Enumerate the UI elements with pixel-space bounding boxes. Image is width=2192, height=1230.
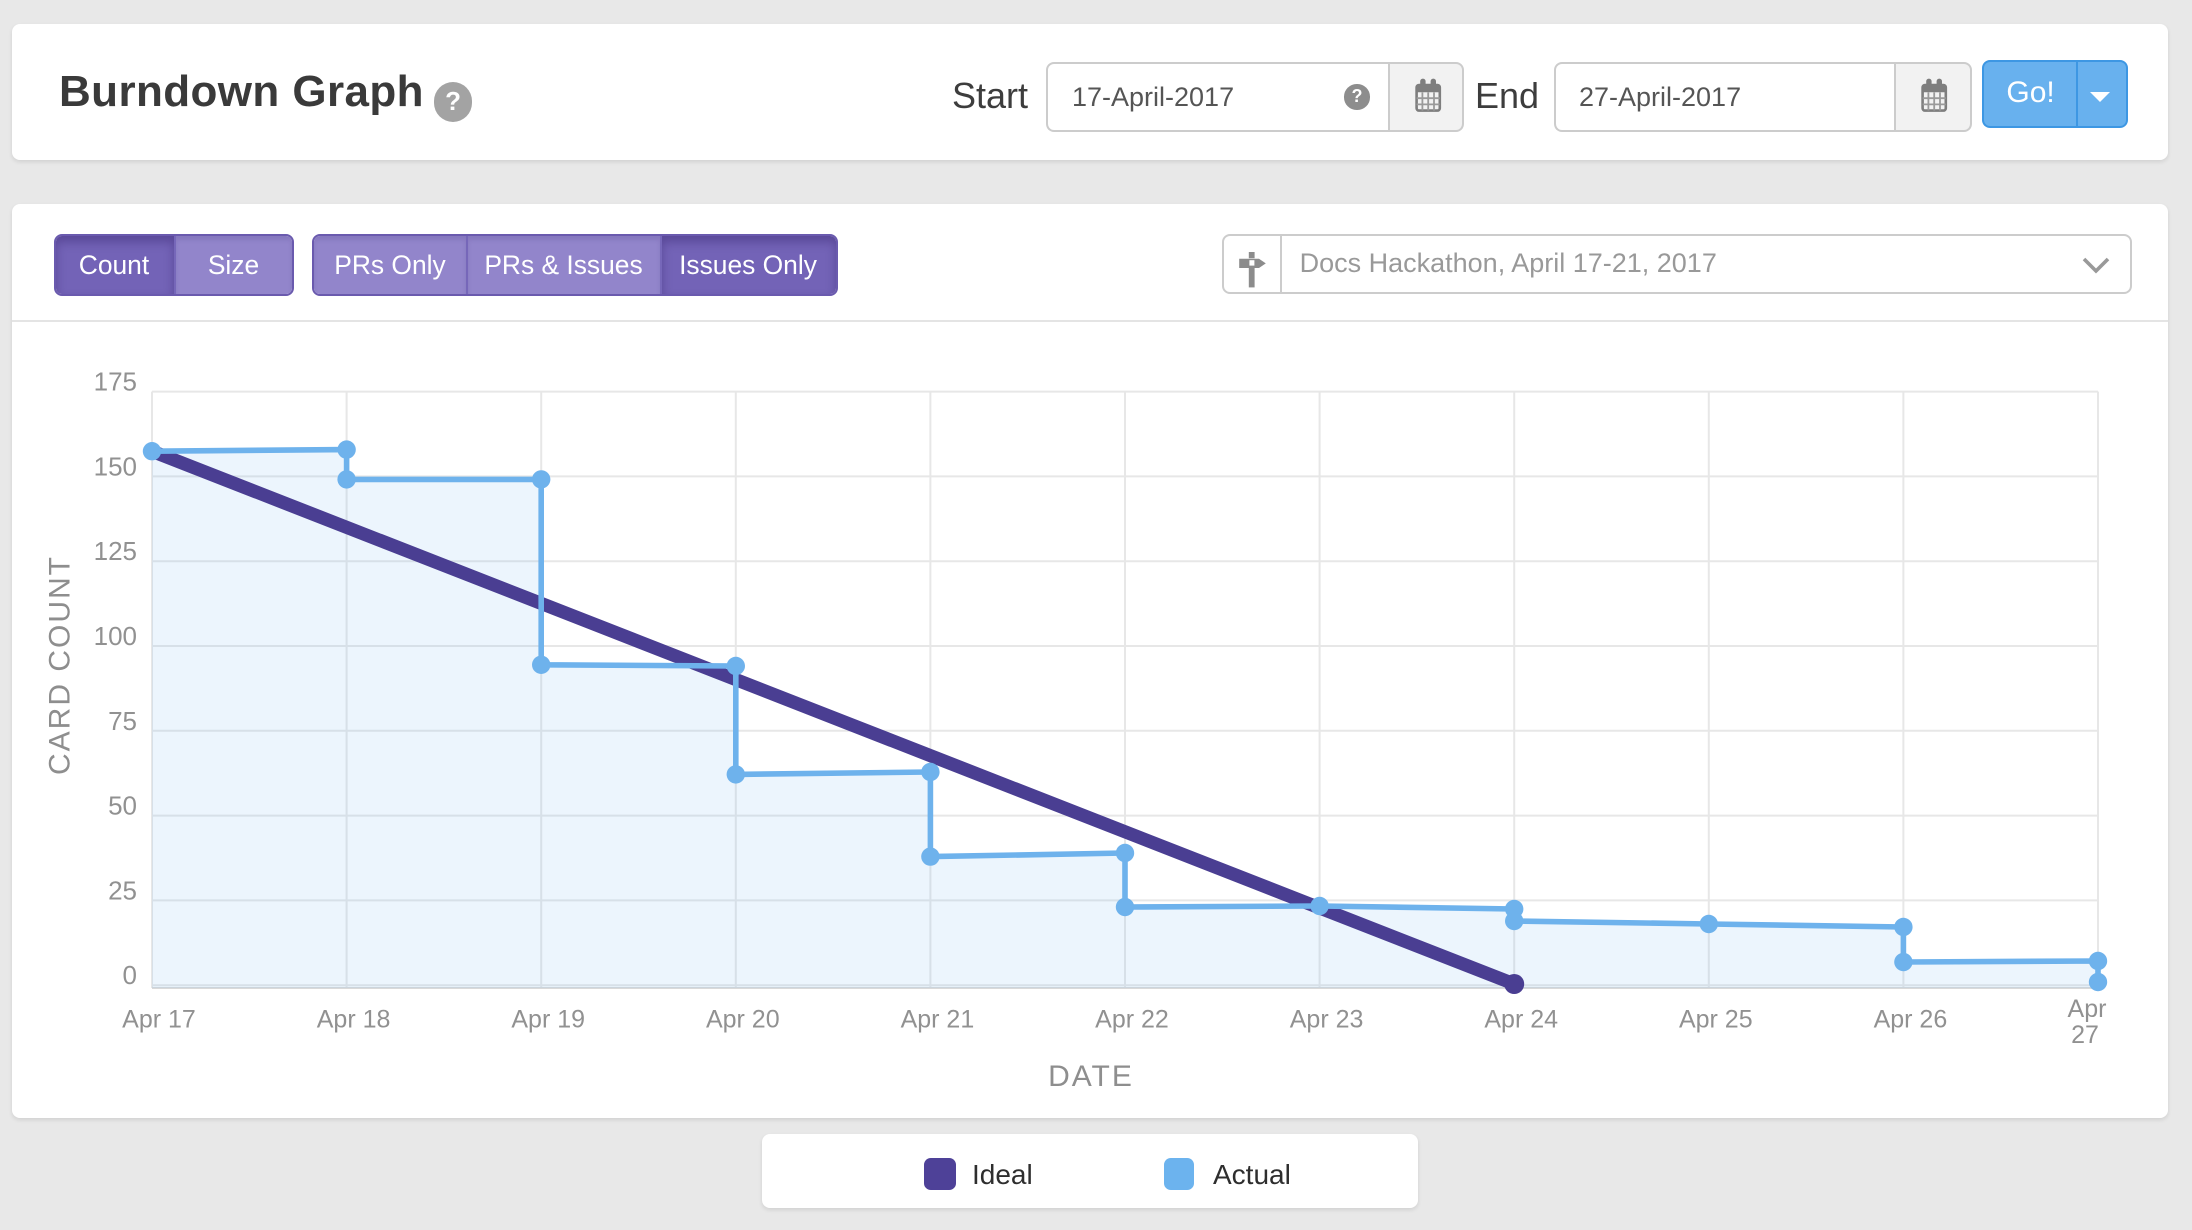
svg-text:27: 27: [2071, 1021, 2099, 1049]
svg-text:DATE: DATE: [1048, 1060, 1134, 1093]
svg-text:150: 150: [94, 451, 137, 481]
svg-text:Apr: Apr: [2068, 995, 2107, 1023]
svg-text:0: 0: [123, 960, 137, 990]
svg-text:100: 100: [94, 621, 137, 651]
svg-text:Apr 18: Apr 18: [317, 1006, 391, 1034]
svg-text:75: 75: [108, 706, 137, 736]
svg-text:Apr 25: Apr 25: [1679, 1006, 1753, 1034]
svg-text:Apr 24: Apr 24: [1484, 1006, 1558, 1034]
svg-text:Apr 21: Apr 21: [901, 1006, 975, 1034]
svg-text:Apr 17: Apr 17: [122, 1006, 196, 1034]
svg-text:25: 25: [108, 875, 137, 905]
svg-text:CARD COUNT: CARD COUNT: [44, 555, 77, 775]
svg-text:Apr 19: Apr 19: [511, 1006, 585, 1034]
svg-text:125: 125: [94, 536, 137, 566]
svg-text:Apr 20: Apr 20: [706, 1006, 780, 1034]
svg-text:Apr 23: Apr 23: [1290, 1006, 1364, 1034]
svg-text:175: 175: [94, 367, 137, 397]
svg-text:Apr 22: Apr 22: [1095, 1006, 1169, 1034]
svg-text:50: 50: [108, 791, 137, 821]
svg-text:Apr 26: Apr 26: [1874, 1006, 1948, 1034]
